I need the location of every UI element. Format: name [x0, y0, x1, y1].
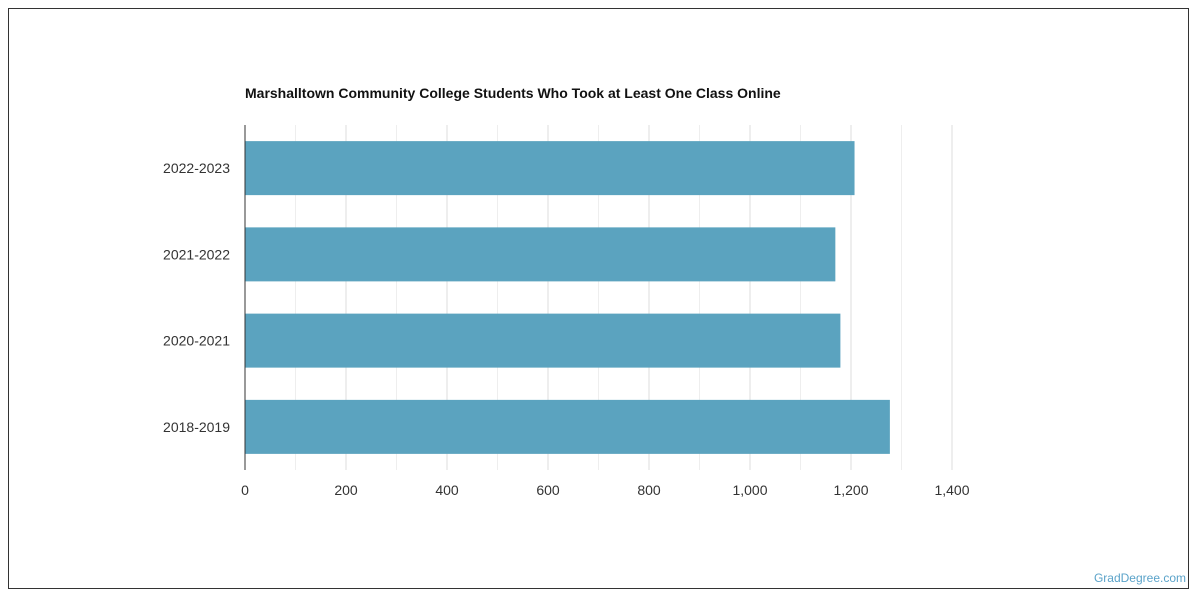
- x-tick-label: 1,200: [833, 482, 868, 498]
- x-tick-label: 200: [334, 482, 358, 498]
- category-label: 2020-2021: [163, 333, 230, 349]
- category-label: 2022-2023: [163, 160, 230, 176]
- category-label: 2021-2022: [163, 246, 230, 262]
- category-label: 2018-2019: [163, 419, 230, 435]
- chart-title: Marshalltown Community College Students …: [245, 85, 781, 101]
- bar-2018-2019[interactable]: [245, 399, 890, 454]
- bar-2020-2021[interactable]: [245, 313, 841, 368]
- bar-2022-2023[interactable]: [245, 141, 855, 196]
- x-tick-label: 1,400: [934, 482, 969, 498]
- x-tick-label: 800: [637, 482, 661, 498]
- x-tick-label: 1,000: [732, 482, 767, 498]
- x-tick-label: 400: [435, 482, 459, 498]
- x-tick-label: 600: [536, 482, 560, 498]
- x-tick-label: 0: [241, 482, 249, 498]
- bars: [245, 141, 890, 454]
- tick-labels: 2022-2023 2021-2022 2020-2021 2018-2019 0 200…: [163, 160, 970, 498]
- watermark-link[interactable]: GradDegree.com: [1093, 571, 1186, 585]
- bar-2021-2022[interactable]: [245, 227, 836, 282]
